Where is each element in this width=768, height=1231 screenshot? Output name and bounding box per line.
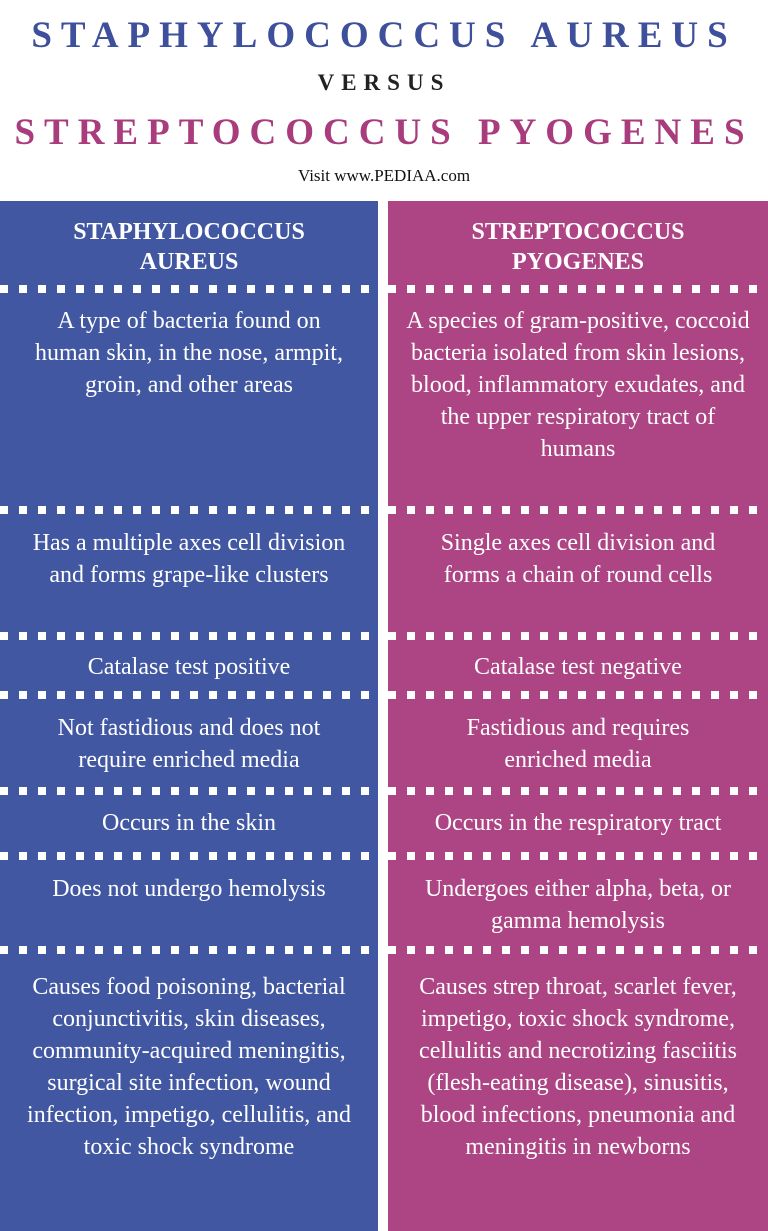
divider <box>388 285 768 293</box>
divider <box>388 632 768 640</box>
right-row: A species of gram-positive, coccoid bact… <box>406 308 750 462</box>
divider <box>0 506 378 514</box>
right-row: Catalase test negative <box>474 654 682 680</box>
title-left-organism: STAPHYLOCOCCUS AUREUS <box>31 15 737 56</box>
divider <box>0 852 378 860</box>
left-header: STAPHYLOCOCCUS AUREUS <box>73 219 305 275</box>
right-row: Single axes cell division and forms a ch… <box>440 530 716 588</box>
left-row: Occurs in the skin <box>102 810 276 836</box>
divider <box>0 632 378 640</box>
divider <box>388 506 768 514</box>
left-row: Not fastidious and does not require enri… <box>57 715 321 773</box>
left-row: Does not undergo hemolysis <box>52 876 326 902</box>
left-row: Catalase test positive <box>87 654 291 680</box>
left-row: Has a multiple axes cell division and fo… <box>32 530 346 588</box>
title-right-organism: STREPTOCOCCUS PYOGENES <box>14 112 754 153</box>
divider <box>388 852 768 860</box>
divider <box>388 787 768 795</box>
left-column: STAPHYLOCOCCUS AUREUS A type of bacteria… <box>0 201 378 1231</box>
right-row: Occurs in the respiratory tract <box>434 810 722 836</box>
right-row: Undergoes either alpha, beta, or gamma h… <box>424 876 732 934</box>
source-credit: Visit www.PEDIAA.com <box>297 166 471 185</box>
divider <box>0 691 378 699</box>
left-row: Causes food poisoning, bacterial conjunc… <box>27 974 351 1160</box>
right-column: STREPTOCOCCUS PYOGENES A species of gram… <box>388 201 768 1231</box>
divider <box>388 691 768 699</box>
right-row: Causes strep throat, scarlet fever, impe… <box>419 974 737 1160</box>
divider <box>388 946 768 954</box>
divider <box>0 787 378 795</box>
left-row: A type of bacteria found on human skin, … <box>35 308 343 398</box>
right-header: STREPTOCOCCUS PYOGENES <box>471 219 685 275</box>
right-row: Fastidious and requires enriched media <box>466 715 690 773</box>
divider <box>0 285 378 293</box>
title-versus: VERSUS <box>317 70 451 95</box>
divider <box>0 946 378 954</box>
